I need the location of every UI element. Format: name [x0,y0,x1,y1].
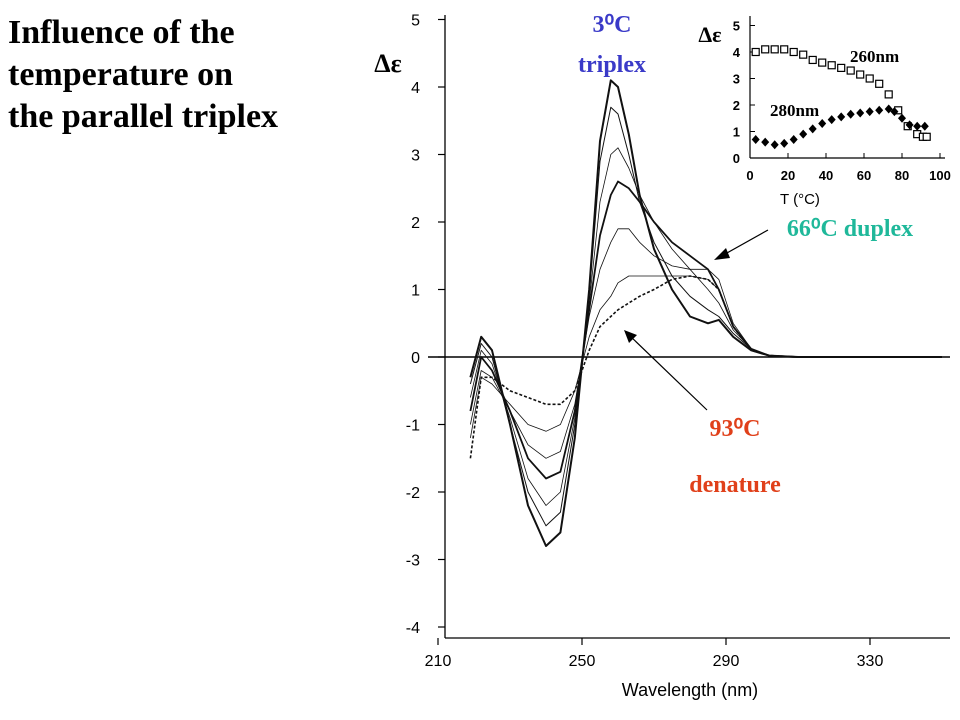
inset-point-260nm [922,132,931,141]
main-y-tick-label: 0 [411,350,420,367]
slide-title-line-1: Influence of the [8,14,235,51]
inset-point-280nm [789,134,798,144]
main-x-tick-label: 290 [713,653,740,670]
annotation-denature-temp: 93⁰C [710,416,761,442]
denature-arrow [627,333,708,411]
inset-point-280nm [799,129,808,139]
inset-point-260nm [875,79,884,88]
inset-point-280nm [898,113,906,123]
main-x-axis-label: Wavelength (nm) [622,680,758,700]
main-y-tick-label: -1 [406,418,420,435]
inset-x-tick-label: 0 [746,168,753,183]
main-series-line [470,147,942,506]
main-y-tick-label: 1 [411,283,420,300]
main-x-tick-label: 210 [425,653,452,670]
main-y-tick-label: -2 [406,485,420,502]
inset-point-280nm [761,137,770,147]
inset-y-tick-label: 2 [733,98,740,113]
inset-point-260nm [799,50,808,59]
inset-point-280nm [827,115,836,125]
inset-y-ticks: 5 4 3 2 1 0 [733,19,755,166]
main-y-tick-label: 4 [411,80,420,97]
inset-point-280nm [846,109,855,119]
inset-point-280nm [890,107,899,117]
inset-point-280nm [780,138,789,148]
inset-point-280nm [865,107,874,117]
main-y-tick-label: 5 [411,13,420,30]
main-series-line [469,275,942,459]
main-y-tick-label: -3 [406,553,420,570]
annotation-duplex: 66⁰C duplex [787,216,913,242]
inset-point-280nm [913,121,922,131]
main-y-tick-label: 2 [411,215,420,232]
inset-point-260nm [837,63,846,73]
main-series-group [469,79,942,547]
main-y-tick-label: -4 [406,620,420,637]
inset-series-group [751,45,931,150]
inset-y-axis-label: Δε [698,22,721,47]
inset-x-tick-label: 40 [819,168,833,183]
inset-point-280nm [884,104,893,114]
inset-point-260nm [856,70,865,79]
inset-point-280nm [818,119,827,129]
inset-point-260nm [808,55,817,65]
inset-legend-260nm: 260nm [850,47,899,66]
inset-chart: 5 4 3 2 1 0 0 20 40 60 80 100 Δε T (°C) 260nm 280n… [698,16,951,208]
inset-point-280nm [920,121,929,131]
slide-title: Influence of the temperature on the para… [8,12,278,138]
annotation-triplex: triplex [578,52,646,78]
inset-x-tick-label: 80 [895,168,909,183]
inset-point-280nm [875,105,884,115]
inset-point-260nm [770,45,779,54]
inset-y-tick-label: 4 [733,45,741,60]
inset-y-tick-label: 3 [733,72,740,87]
inset-point-280nm [837,112,846,122]
inset-y-tick-label: 1 [733,125,740,140]
inset-x-tick-label: 60 [857,168,871,183]
denature-arrowhead [624,330,637,343]
inset-point-260nm [846,66,855,75]
main-x-tick-label: 250 [569,653,596,670]
inset-point-280nm [751,134,760,144]
inset-point-260nm [818,58,827,67]
main-series-line [470,275,942,439]
main-x-tick-label: 330 [857,653,884,670]
inset-y-tick-label: 0 [733,151,740,166]
annotation-triplex-temp: 3⁰C [593,12,632,38]
inset-point-280nm [905,120,914,130]
main-y-tick-label: 3 [411,148,420,165]
slide-title-line-2: temperature on [8,56,234,93]
inset-point-260nm [884,90,893,99]
inset-point-260nm [827,61,836,70]
main-x-ticks: 210 250 290 330 [425,638,884,670]
inset-x-tick-label: 100 [929,168,951,183]
inset-x-axis-label: T (°C) [780,191,820,208]
main-y-ticks: 5 4 3 2 1 0 -1 -2 -3 -4 [406,13,445,637]
inset-x-tick-label: 20 [781,168,795,183]
main-y-axis-label: Δε [374,49,401,78]
slide-title-line-3: the parallel triplex [8,98,279,135]
inset-point-260nm [780,45,789,54]
main-series-line [470,228,942,459]
inset-point-280nm [856,108,865,118]
inset-point-260nm [865,74,874,83]
inset-y-tick-label: 5 [733,19,740,34]
duplex-arrowhead [714,248,730,260]
main-series-line [469,106,942,527]
inset-point-260nm [761,45,770,54]
inset-point-260nm [751,47,760,57]
annotation-denature: denature [689,472,781,498]
inset-point-280nm [770,140,779,150]
inset-x-ticks: 0 20 40 60 80 100 [746,153,951,183]
inset-point-280nm [808,124,817,134]
annotations: 3⁰C triplex 66⁰C duplex 93⁰C denature [578,12,913,498]
inset-legend-280nm: 280nm [770,101,819,120]
inset-point-260nm [789,47,798,57]
